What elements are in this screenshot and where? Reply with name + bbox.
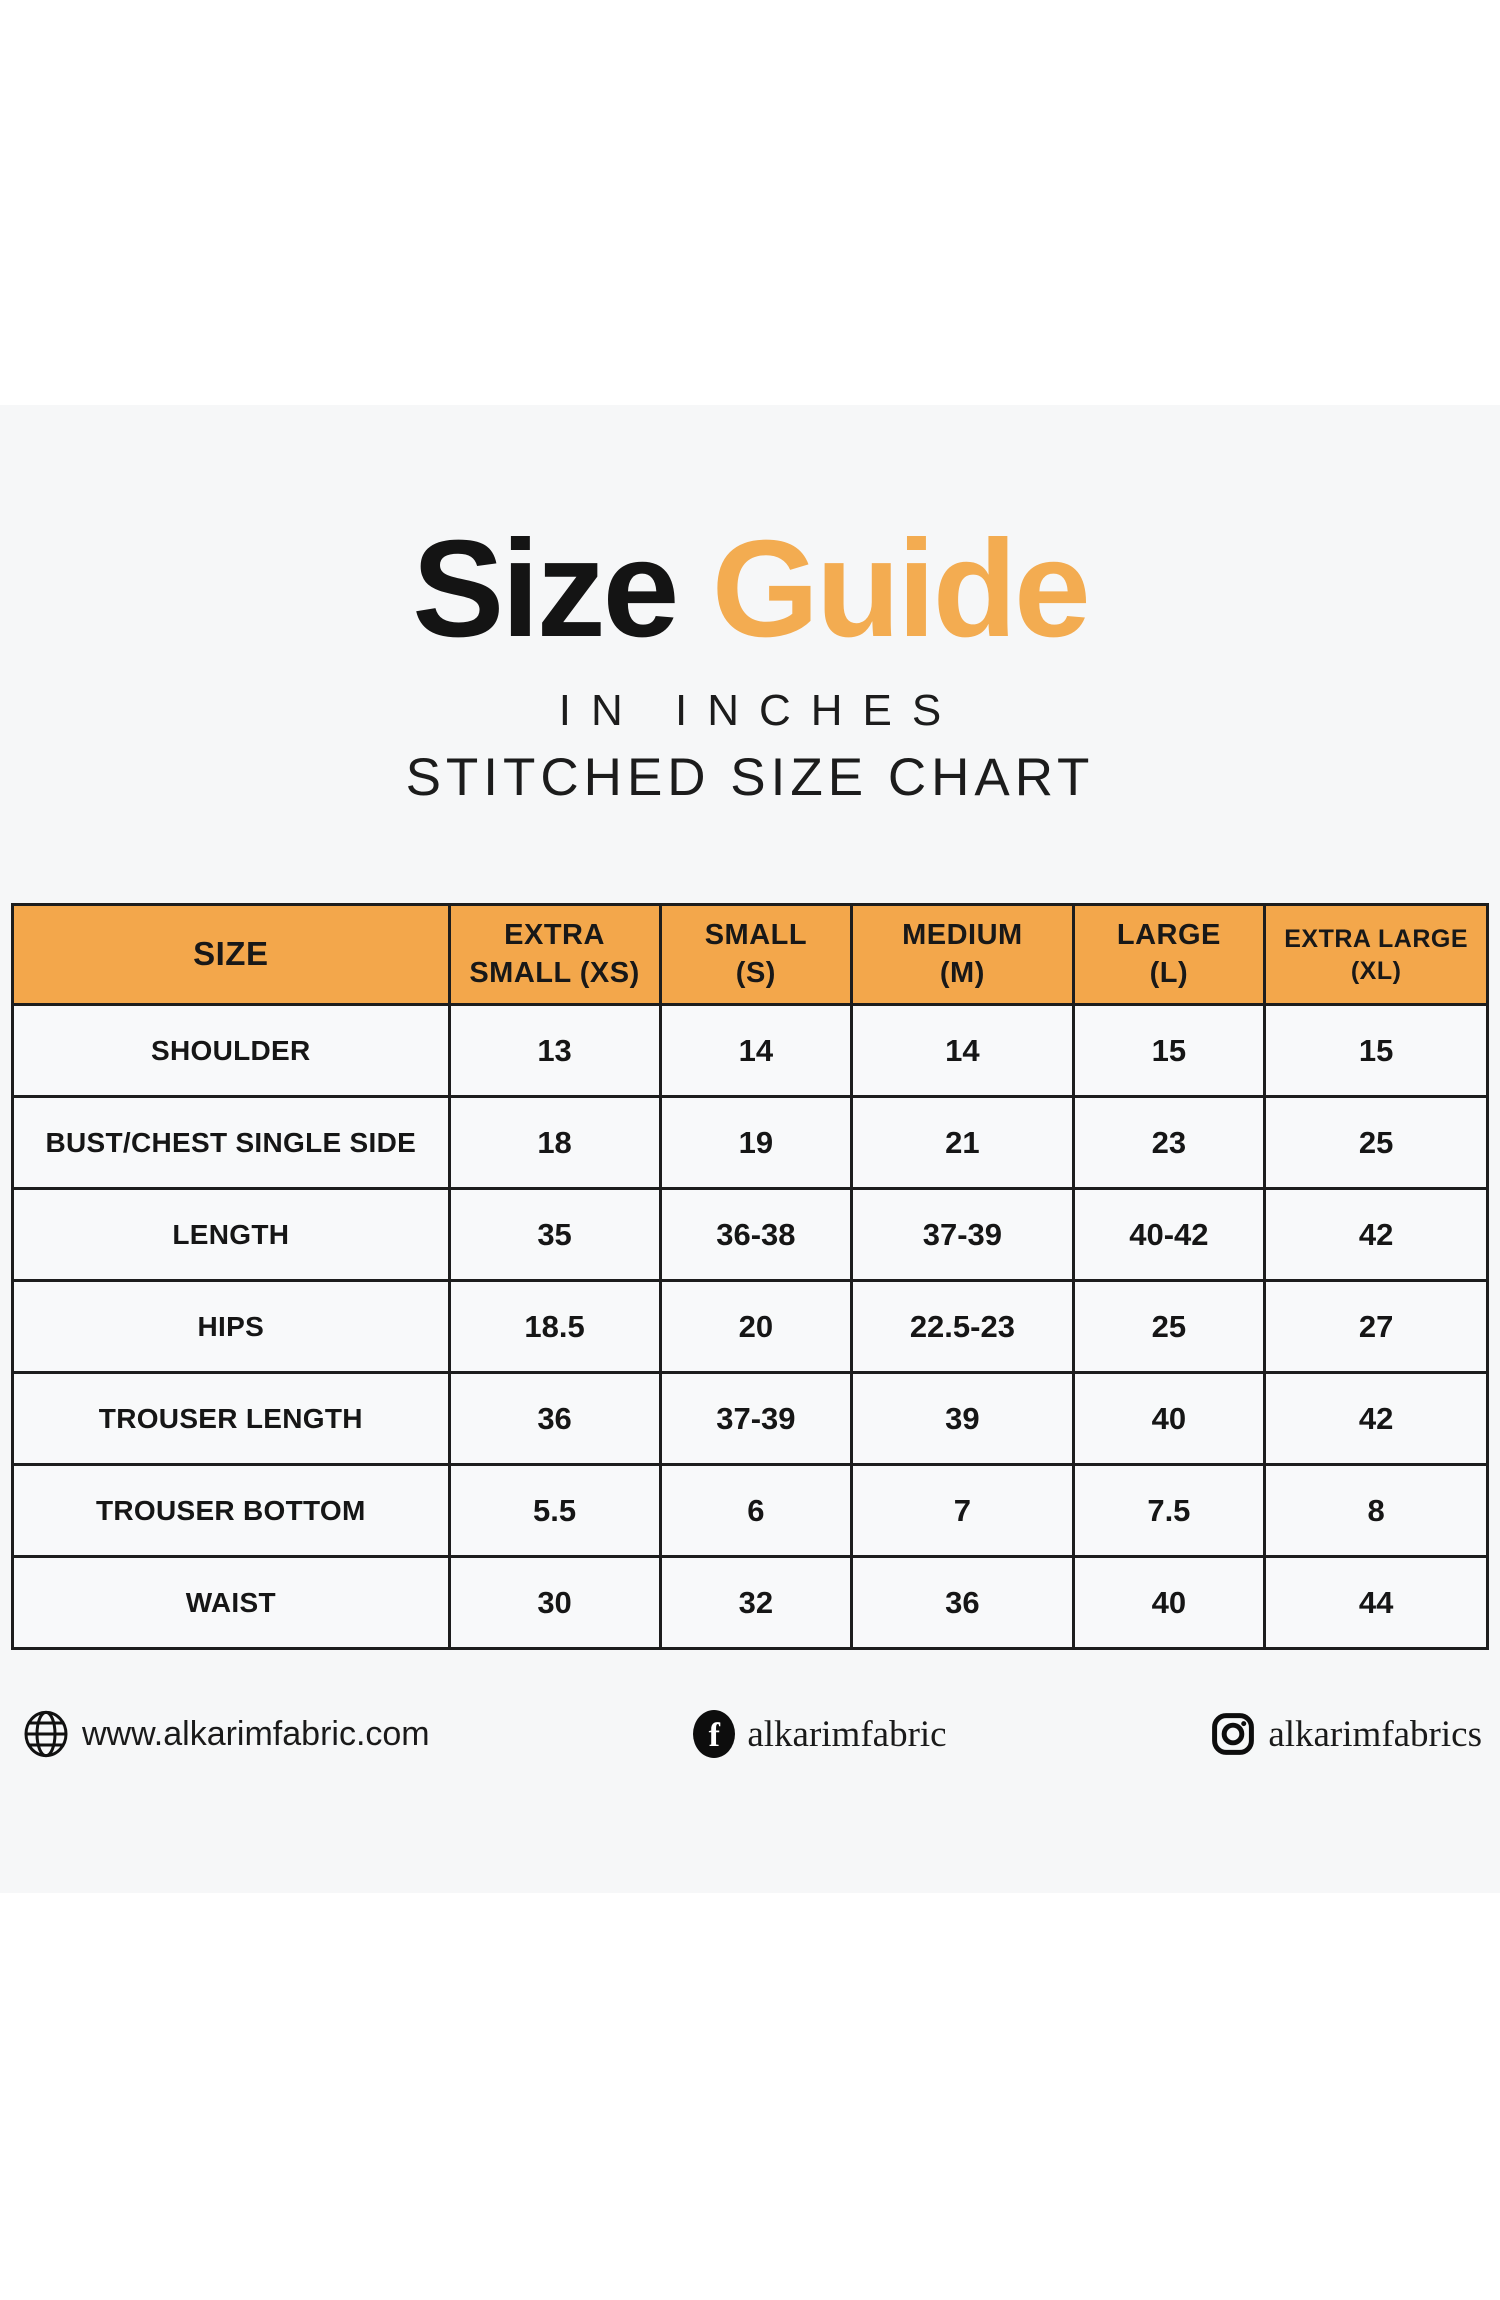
footer-instagram: alkarimfabrics xyxy=(1210,1711,1482,1757)
table-row: TROUSER LENGTH 36 37-39 39 40 42 xyxy=(11,1371,1489,1466)
size-value-cell: 36 xyxy=(447,1371,662,1466)
size-table-header: SIZE EXTRA SMALL (XS) SMALL (S) MEDIUM (M) LARG… xyxy=(11,903,1489,1006)
table-row: LENGTH 35 36-38 37-39 40-42 42 xyxy=(11,1187,1489,1282)
size-value-cell: 36 xyxy=(850,1555,1075,1650)
size-value-cell: 7 xyxy=(850,1463,1075,1558)
row-label: WAIST xyxy=(11,1555,451,1650)
size-table: SIZE EXTRA SMALL (XS) SMALL (S) MEDIUM (M) LARG… xyxy=(11,903,1489,1650)
size-value-cell: 25 xyxy=(1071,1279,1267,1374)
size-value-cell: 35 xyxy=(447,1187,662,1282)
column-header: SMALL (S) xyxy=(658,903,854,1006)
size-value-cell: 30 xyxy=(447,1555,662,1650)
website-url: www.alkarimfabric.com xyxy=(82,1714,430,1753)
table-row: TROUSER BOTTOM 5.5 6 7 7.5 8 xyxy=(11,1463,1489,1558)
row-label: LENGTH xyxy=(11,1187,451,1282)
column-header: SIZE xyxy=(11,903,451,1006)
globe-icon xyxy=(24,1710,68,1758)
page-title: Size Guide xyxy=(0,520,1500,658)
size-value-cell: 13 xyxy=(447,1003,662,1098)
size-value-cell: 8 xyxy=(1263,1463,1489,1558)
size-value-cell: 40 xyxy=(1071,1371,1267,1466)
table-row: HIPS 18.5 20 22.5-23 25 27 xyxy=(11,1279,1489,1374)
column-header: MEDIUM (M) xyxy=(850,903,1075,1006)
size-value-cell: 20 xyxy=(658,1279,854,1374)
size-chart-table-wrap: SIZE EXTRA SMALL (XS) SMALL (S) MEDIUM (M) LARG… xyxy=(11,903,1489,1650)
table-row: WAIST 30 32 36 40 44 xyxy=(11,1555,1489,1650)
row-label: TROUSER BOTTOM xyxy=(11,1463,451,1558)
row-label: SHOULDER xyxy=(11,1003,451,1098)
size-value-cell: 23 xyxy=(1071,1095,1267,1190)
size-value-cell: 21 xyxy=(850,1095,1075,1190)
footer: www.alkarimfabric.com f alkarimfabric al… xyxy=(22,1710,1482,1758)
size-value-cell: 27 xyxy=(1263,1279,1489,1374)
size-value-cell: 18.5 xyxy=(447,1279,662,1374)
size-value-cell: 42 xyxy=(1263,1371,1489,1466)
table-row: SHOULDER 13 14 14 15 15 xyxy=(11,1003,1489,1098)
page-title-size: Size xyxy=(412,512,679,666)
size-value-cell: 7.5 xyxy=(1071,1463,1267,1558)
footer-website: www.alkarimfabric.com xyxy=(22,1710,430,1758)
instagram-icon xyxy=(1212,1713,1255,1755)
size-value-cell: 14 xyxy=(850,1003,1075,1098)
column-header: EXTRA SMALL (XS) xyxy=(447,903,662,1006)
size-value-cell: 42 xyxy=(1263,1187,1489,1282)
size-value-cell: 15 xyxy=(1263,1003,1489,1098)
subtitle-stitched-size-chart: STITCHED SIZE CHART xyxy=(405,748,1095,807)
size-value-cell: 40-42 xyxy=(1071,1187,1267,1282)
facebook-icon: f xyxy=(693,1710,736,1758)
size-value-cell: 22.5-23 xyxy=(850,1279,1075,1374)
footer-facebook: f alkarimfabric xyxy=(693,1710,947,1758)
subtitle-in-inches: IN INCHES xyxy=(558,686,962,735)
size-value-cell: 18 xyxy=(447,1095,662,1190)
row-label: TROUSER LENGTH xyxy=(11,1371,451,1466)
size-value-cell: 6 xyxy=(658,1463,854,1558)
size-value-cell: 39 xyxy=(850,1371,1075,1466)
page-title-guide: Guide xyxy=(711,512,1091,666)
column-header: EXTRA LARGE (XL) xyxy=(1263,903,1489,1006)
size-value-cell: 40 xyxy=(1071,1555,1267,1650)
instagram-handle: alkarimfabrics xyxy=(1268,1713,1482,1755)
column-header: LARGE (L) xyxy=(1071,903,1267,1006)
size-value-cell: 25 xyxy=(1263,1095,1489,1190)
size-value-cell: 15 xyxy=(1071,1003,1267,1098)
size-value-cell: 37-39 xyxy=(658,1371,854,1466)
size-value-cell: 36-38 xyxy=(658,1187,854,1282)
size-value-cell: 37-39 xyxy=(850,1187,1075,1282)
size-value-cell: 19 xyxy=(658,1095,854,1190)
row-label: BUST/CHEST SINGLE SIDE xyxy=(11,1095,451,1190)
facebook-handle: alkarimfabric xyxy=(747,1713,947,1755)
size-value-cell: 14 xyxy=(658,1003,854,1098)
size-value-cell: 44 xyxy=(1263,1555,1489,1650)
title-space xyxy=(676,512,711,666)
table-row: BUST/CHEST SINGLE SIDE 18 19 21 23 25 xyxy=(11,1095,1489,1190)
size-value-cell: 5.5 xyxy=(447,1463,662,1558)
size-value-cell: 32 xyxy=(658,1555,854,1650)
row-label: HIPS xyxy=(11,1279,451,1374)
